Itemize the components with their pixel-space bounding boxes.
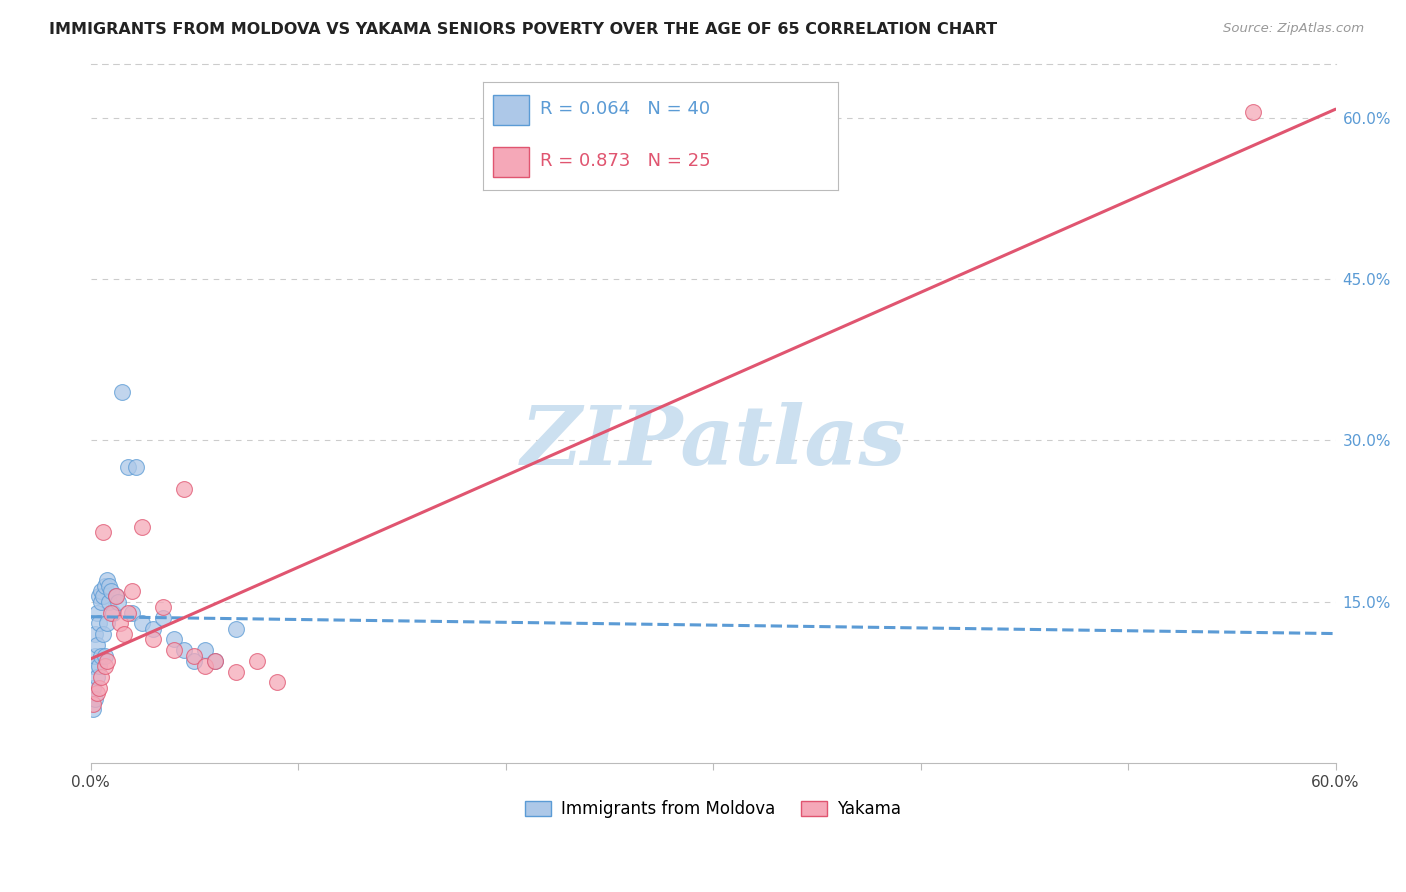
Point — [194, 643, 217, 657]
Point — [94, 579, 117, 593]
Point — [117, 606, 139, 620]
Point — [98, 595, 121, 609]
Point — [100, 606, 122, 620]
Point — [83, 627, 105, 641]
Point — [82, 697, 104, 711]
Point — [94, 659, 117, 673]
Point — [83, 691, 105, 706]
Point — [83, 648, 105, 663]
Point — [162, 643, 184, 657]
Point — [121, 606, 143, 620]
Point — [173, 482, 195, 496]
Point — [91, 627, 114, 641]
Point — [117, 460, 139, 475]
Point — [91, 524, 114, 539]
Point — [96, 616, 118, 631]
Point — [86, 686, 108, 700]
Legend: Immigrants from Moldova, Yakama: Immigrants from Moldova, Yakama — [519, 793, 908, 825]
Point — [107, 595, 129, 609]
Point — [142, 622, 165, 636]
Point — [86, 606, 108, 620]
Point — [162, 632, 184, 647]
Point — [246, 654, 269, 668]
Point — [152, 611, 174, 625]
Text: ZIPatlas: ZIPatlas — [520, 401, 905, 482]
Point — [131, 616, 153, 631]
Point — [87, 681, 110, 695]
Point — [125, 460, 148, 475]
Point — [86, 670, 108, 684]
Point — [86, 638, 108, 652]
Point — [194, 659, 217, 673]
Point — [183, 654, 205, 668]
Point — [112, 627, 135, 641]
Point — [90, 595, 112, 609]
Point — [90, 648, 112, 663]
Point — [96, 574, 118, 588]
Point — [82, 659, 104, 673]
Point — [131, 519, 153, 533]
Point — [266, 675, 288, 690]
Point — [121, 584, 143, 599]
Point — [87, 590, 110, 604]
Point — [225, 665, 247, 679]
Point — [82, 702, 104, 716]
Point — [87, 659, 110, 673]
Point — [87, 616, 110, 631]
Point — [204, 654, 226, 668]
Point — [152, 600, 174, 615]
Text: Source: ZipAtlas.com: Source: ZipAtlas.com — [1223, 22, 1364, 36]
Point — [1241, 105, 1264, 120]
Point — [225, 622, 247, 636]
Point — [103, 606, 125, 620]
Point — [104, 590, 127, 604]
Point — [100, 584, 122, 599]
Point — [111, 385, 134, 400]
Point — [204, 654, 226, 668]
Point — [82, 681, 104, 695]
Point — [96, 654, 118, 668]
Point — [183, 648, 205, 663]
Point — [91, 590, 114, 604]
Point — [104, 590, 127, 604]
Point — [90, 670, 112, 684]
Point — [90, 584, 112, 599]
Point — [94, 648, 117, 663]
Point — [108, 616, 131, 631]
Text: IMMIGRANTS FROM MOLDOVA VS YAKAMA SENIORS POVERTY OVER THE AGE OF 65 CORRELATION: IMMIGRANTS FROM MOLDOVA VS YAKAMA SENIOR… — [49, 22, 997, 37]
Point — [142, 632, 165, 647]
Point — [173, 643, 195, 657]
Point — [98, 579, 121, 593]
